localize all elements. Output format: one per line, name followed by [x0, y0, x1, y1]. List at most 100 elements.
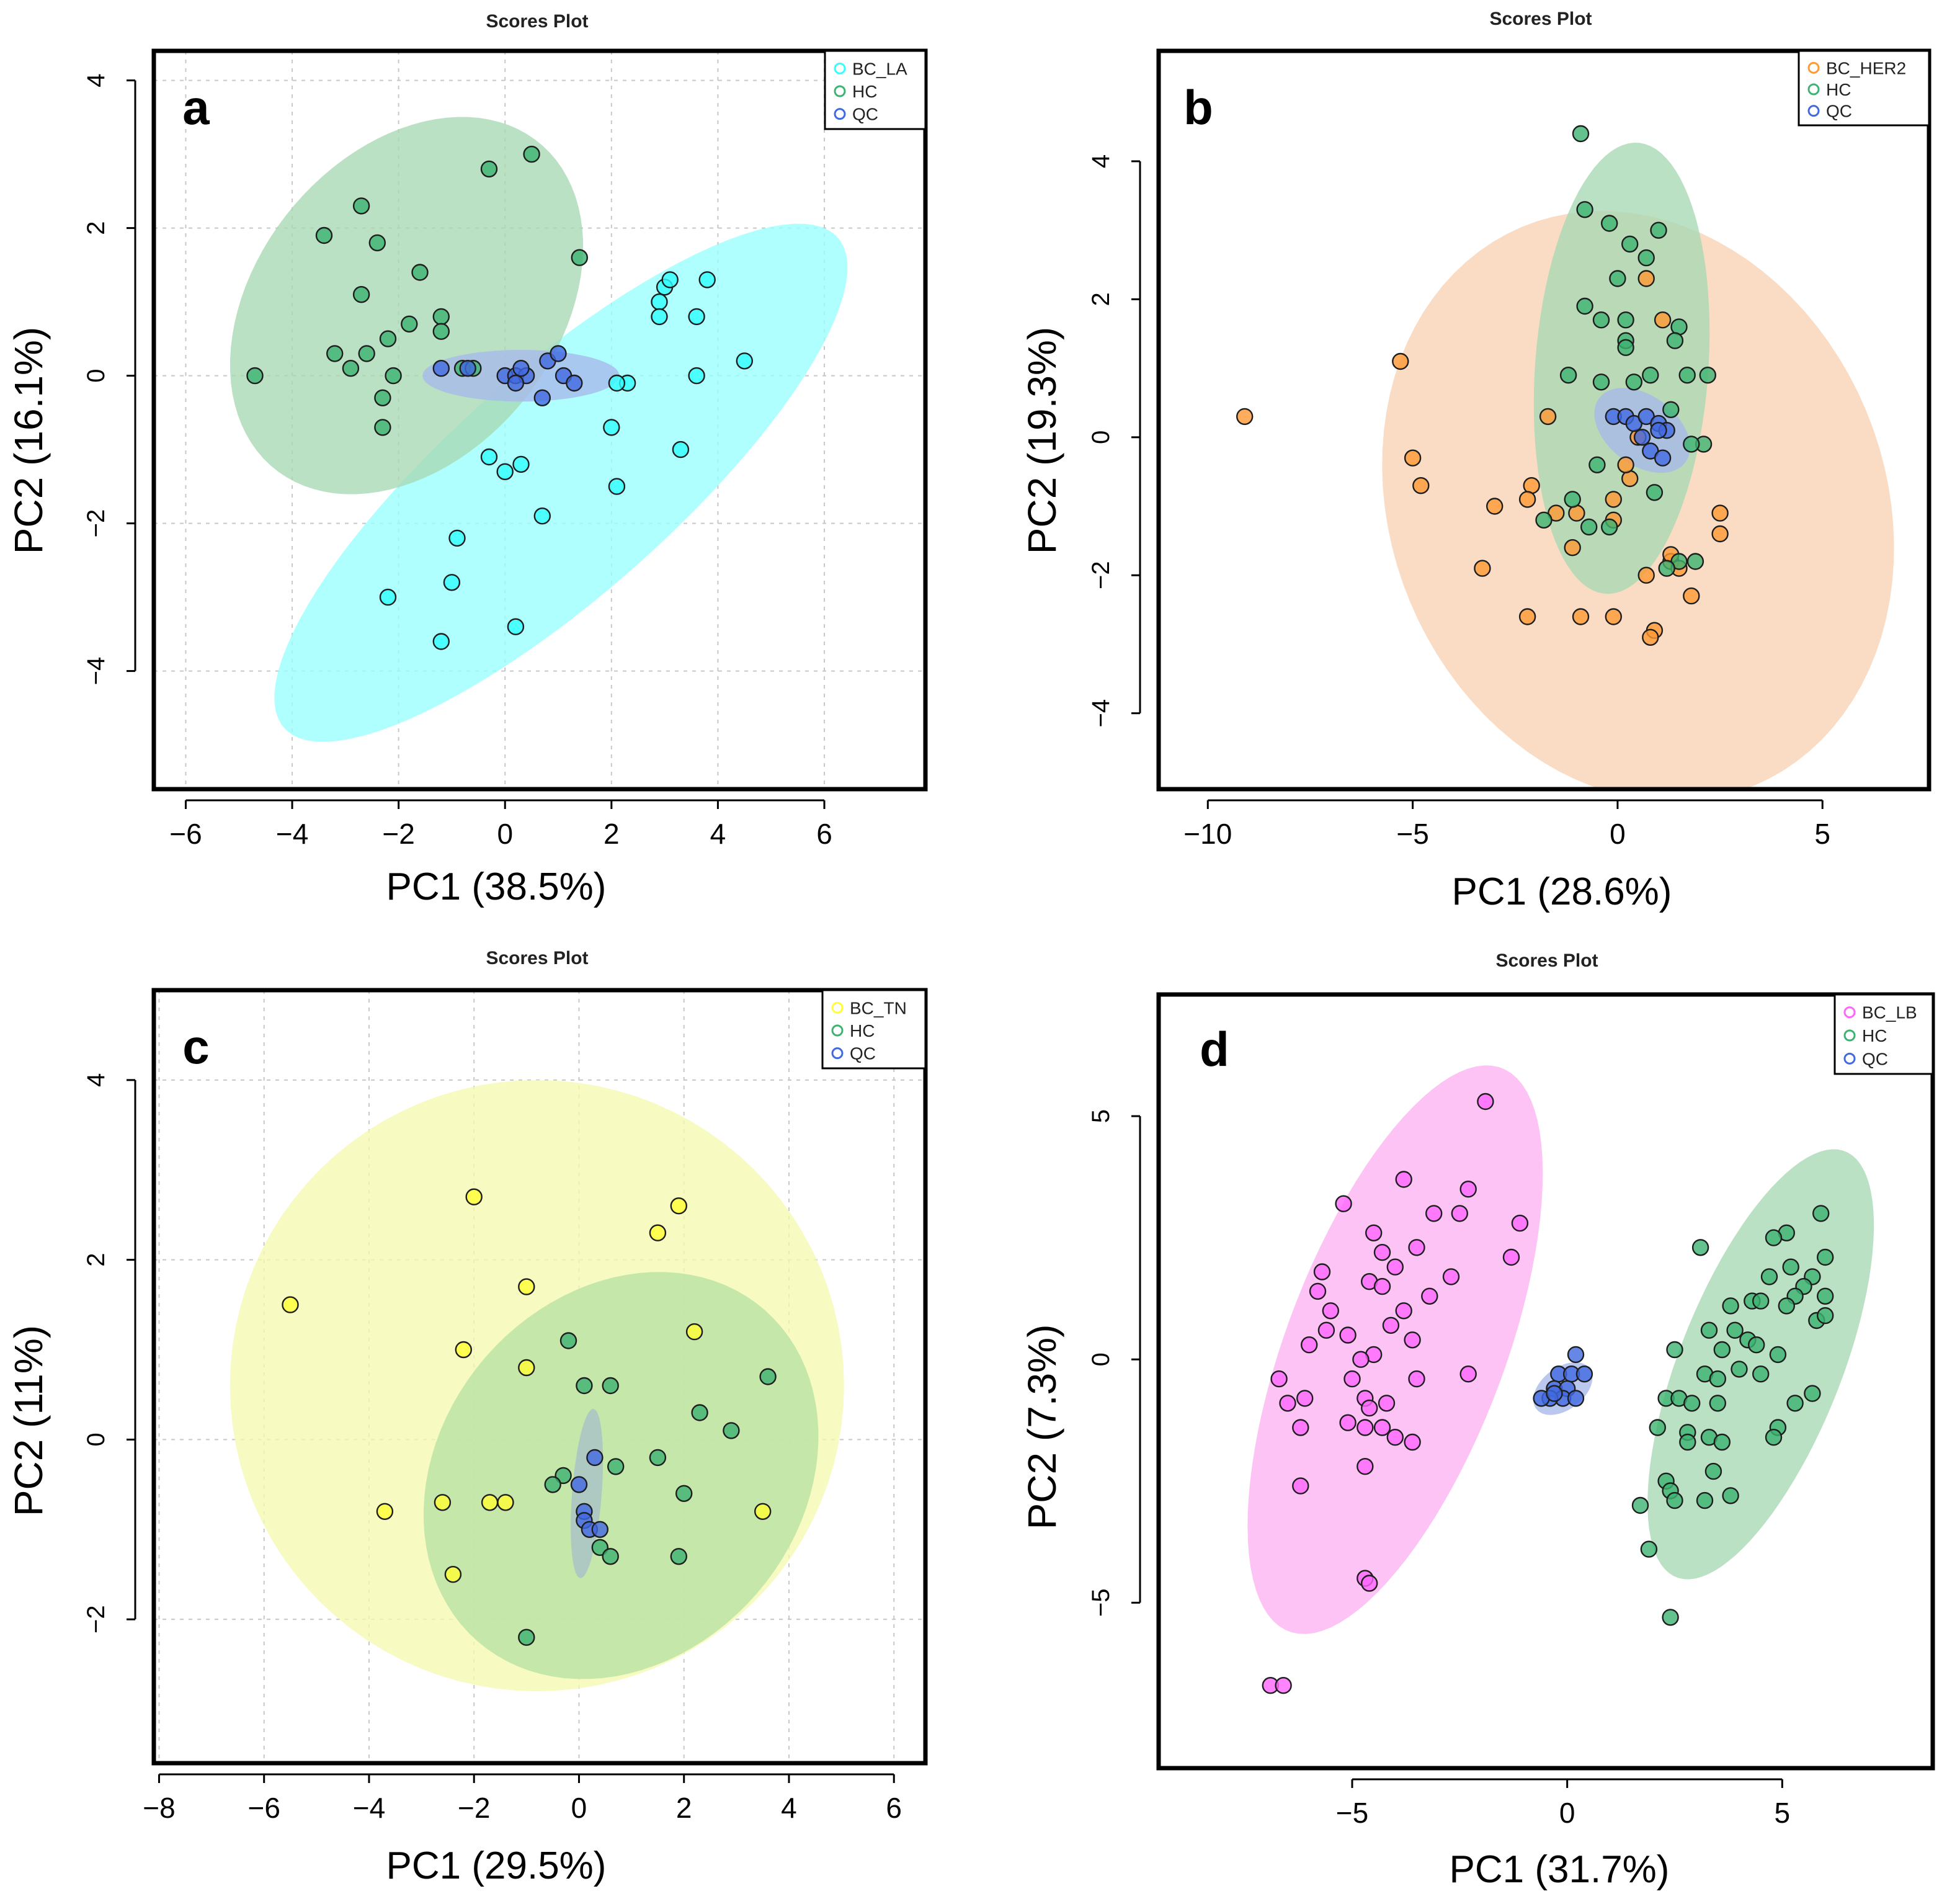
- point-hc: [246, 367, 264, 385]
- point-hc: [401, 315, 418, 333]
- point-bc-la: [379, 588, 397, 606]
- x-tick-label: −8: [143, 1792, 175, 1824]
- plot-frame: [1156, 48, 1931, 792]
- chart-title: Scores Plot: [486, 11, 588, 32]
- point-bc-lb: [1404, 1433, 1421, 1451]
- legend-marker: [1807, 61, 1820, 74]
- point-bc-lb: [1309, 1282, 1327, 1300]
- x-tick-label: 0: [497, 818, 513, 850]
- point-hc: [1731, 1361, 1748, 1378]
- point-hc: [670, 1548, 688, 1565]
- point-hc: [1646, 484, 1664, 501]
- point-hc: [1696, 1491, 1714, 1509]
- point-bc-lb: [1313, 1263, 1331, 1281]
- point-bc-her2: [1518, 491, 1536, 508]
- point-bc-lb: [1270, 1370, 1288, 1388]
- point-bc-lb: [1395, 1302, 1412, 1320]
- point-hc: [1535, 511, 1553, 529]
- point-hc: [1564, 491, 1581, 508]
- point-bc-tn: [497, 1494, 514, 1511]
- point-hc: [1765, 1229, 1783, 1246]
- legend: BC_LB HC QC: [1833, 993, 1934, 1075]
- point-bc-la: [736, 352, 754, 370]
- y-axis-label: PC2 (7.3%): [1020, 1325, 1064, 1530]
- point-hc: [1765, 1428, 1783, 1446]
- point-bc-tn: [481, 1494, 499, 1511]
- point-hc: [576, 1377, 593, 1395]
- point-hc: [1617, 311, 1634, 329]
- x-axis-label: PC1 (38.5%): [386, 865, 607, 908]
- point-hc: [326, 345, 344, 362]
- point-hc: [352, 197, 370, 215]
- point-bc-her2: [1711, 525, 1729, 543]
- legend-marker: [831, 1047, 844, 1060]
- point-hc: [1683, 436, 1700, 453]
- point-hc: [1600, 518, 1618, 536]
- point-qc: [459, 360, 476, 377]
- point-bc-lb: [1502, 1248, 1520, 1266]
- panel-c: −8 −6 −4 −2 0 2 4 6 −2 0 2 4 Scores Plot c PC1 (29.5%)…: [6, 948, 928, 1887]
- point-hc: [1666, 1491, 1683, 1509]
- y-tick-label: 2: [82, 1253, 110, 1267]
- point-bc-la: [698, 271, 716, 288]
- point-qc: [512, 360, 530, 377]
- point-hc: [1760, 1268, 1778, 1285]
- point-bc-lb: [1322, 1302, 1340, 1320]
- plot-frame: [1156, 992, 1935, 1771]
- point-qc: [1654, 449, 1672, 467]
- point-bc-lb: [1386, 1428, 1404, 1446]
- plot-frame: [151, 48, 928, 792]
- point-bc-la: [533, 507, 551, 525]
- point-hc: [1752, 1292, 1770, 1310]
- point-hc: [1662, 1609, 1679, 1626]
- x-tick-label: −5: [1396, 818, 1428, 850]
- legend-label: HC: [850, 1021, 875, 1040]
- legend-marker: [1807, 105, 1820, 117]
- legend-marker: [1843, 1029, 1856, 1042]
- point-bc-lb: [1421, 1287, 1438, 1305]
- x-tick-label: −4: [353, 1792, 385, 1824]
- point-hc: [1816, 1248, 1834, 1266]
- point-bc-lb: [1511, 1214, 1529, 1232]
- point-hc: [374, 419, 391, 436]
- legend-marker: [834, 85, 846, 97]
- legend-label: BC_HER2: [1826, 58, 1906, 78]
- point-bc-lb: [1373, 1243, 1391, 1261]
- point-hc: [1726, 1321, 1744, 1339]
- point-hc: [1699, 367, 1717, 384]
- point-hc: [649, 1449, 667, 1467]
- panel-b: −10 −5 0 5 −4 −2 0 2 4 Scores Plot b PC1 (28.6%) PC2…: [1020, 9, 1931, 913]
- legend-marker: [1807, 83, 1820, 96]
- point-bc-lb: [1292, 1477, 1309, 1495]
- point-bc-her2: [1486, 498, 1504, 515]
- point-hc: [1592, 311, 1610, 329]
- point-hc: [1666, 1341, 1683, 1359]
- point-bc-lb: [1343, 1370, 1361, 1388]
- legend: BC_LA HC QC: [824, 50, 927, 130]
- point-hc: [432, 323, 450, 340]
- point-hc: [1752, 1365, 1770, 1383]
- point-qc: [1650, 422, 1667, 439]
- point-bc-tn: [376, 1503, 394, 1521]
- point-hc: [675, 1485, 693, 1503]
- y-tick-label: −2: [1087, 561, 1115, 589]
- point-hc: [1572, 125, 1590, 143]
- point-hc: [480, 160, 498, 178]
- point-hc: [1704, 1462, 1722, 1480]
- point-hc: [1679, 1433, 1696, 1451]
- legend-marker: [831, 1024, 844, 1037]
- x-tick-label: 6: [886, 1792, 902, 1824]
- point-hc: [1816, 1307, 1834, 1325]
- point-bc-lb: [1459, 1365, 1477, 1383]
- point-bc-lb: [1395, 1171, 1412, 1188]
- point-bc-lb: [1352, 1351, 1370, 1368]
- point-hc: [1722, 1297, 1739, 1315]
- point-hc: [379, 330, 397, 347]
- y-tick-label: −4: [82, 657, 110, 686]
- point-hc: [607, 1458, 625, 1475]
- point-bc-tn: [685, 1323, 703, 1341]
- x-axis-label: PC1 (31.7%): [1450, 1848, 1670, 1891]
- point-qc: [1546, 1385, 1563, 1402]
- y-tick-label: 2: [82, 221, 110, 235]
